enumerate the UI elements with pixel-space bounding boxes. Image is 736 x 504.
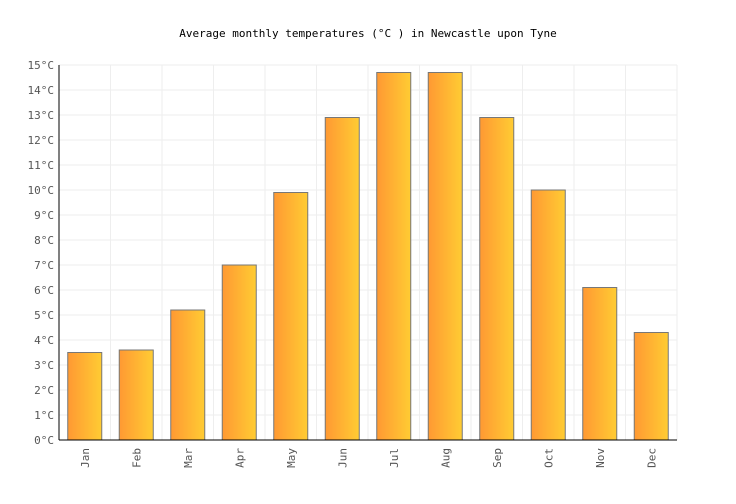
bar-aug <box>427 72 463 441</box>
bar-oct <box>530 189 566 441</box>
y-tick-label: 10°C <box>28 184 55 197</box>
y-tick-label: 0°C <box>34 434 54 447</box>
x-tick-label: Feb <box>130 448 143 468</box>
x-tick-label: Jan <box>79 448 92 468</box>
y-tick-label: 13°C <box>28 109 55 122</box>
y-tick-label: 1°C <box>34 409 54 422</box>
y-tick-label: 6°C <box>34 284 54 297</box>
bar-nov <box>582 287 618 441</box>
bar-may <box>273 192 309 441</box>
y-tick-label: 9°C <box>34 209 54 222</box>
x-tick-label: Sep <box>491 448 504 468</box>
bar-jan <box>67 352 103 441</box>
y-tick-label: 11°C <box>28 159 55 172</box>
bar-mar <box>170 309 206 441</box>
x-tick-label: Dec <box>645 448 658 468</box>
y-tick-label: 14°C <box>28 84 55 97</box>
chart-title: Average monthly temperatures (°C ) in Ne… <box>179 27 557 40</box>
x-tick-label: Apr <box>233 448 246 468</box>
x-tick-label: Nov <box>594 448 607 468</box>
y-tick-label: 5°C <box>34 309 54 322</box>
bar-sep <box>479 117 515 441</box>
y-tick-label: 12°C <box>28 134 55 147</box>
y-tick-label: 8°C <box>34 234 54 247</box>
x-tick-label: Oct <box>542 448 555 468</box>
bar-jun <box>324 117 360 441</box>
y-tick-label: 7°C <box>34 259 54 272</box>
bar-apr <box>221 264 257 441</box>
bar-feb <box>118 349 154 441</box>
x-tick-label: Jun <box>336 448 349 468</box>
x-tick-label: Jul <box>388 448 401 468</box>
x-tick-label: May <box>285 448 298 468</box>
y-tick-label: 3°C <box>34 359 54 372</box>
x-tick-label: Mar <box>182 448 195 468</box>
bar-dec <box>633 332 669 441</box>
y-tick-label: 15°C <box>28 59 55 72</box>
y-tick-label: 4°C <box>34 334 54 347</box>
bar-jul <box>376 72 412 441</box>
y-tick-label: 2°C <box>34 384 54 397</box>
x-tick-label: Aug <box>439 448 452 468</box>
